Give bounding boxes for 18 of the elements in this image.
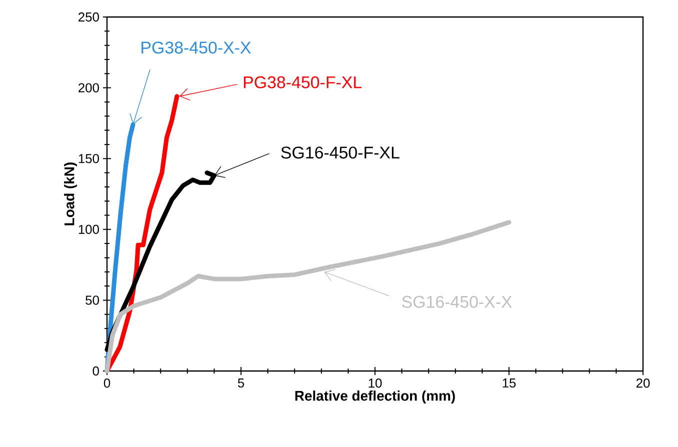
y-tick-label: 100 (78, 224, 99, 234)
x-tick-label: 20 (636, 378, 650, 388)
y-tick-label: 0 (92, 366, 99, 376)
x-tick-label: 0 (104, 378, 110, 388)
annotation: SG16-450-X-X (402, 296, 512, 308)
x-tick-label: 15 (502, 378, 516, 388)
line-series (104, 220, 512, 374)
x-tick-label: 10 (368, 378, 382, 388)
y-tick-label: 250 (78, 12, 99, 22)
x-axis-title: Relative deflection (mm) (295, 390, 455, 404)
annotation: PG38-450-F-XL (244, 76, 362, 88)
annotation: SG16-450-F-XL (281, 146, 400, 159)
y-tick-label: 150 (78, 154, 99, 164)
y-tick-label: 50 (86, 296, 99, 305)
y-tick-label: 200 (78, 83, 99, 92)
y-axis-title: Load (kN) (64, 162, 78, 226)
annotation: PG38-450-X-X (142, 42, 251, 54)
x-tick-label: 5 (238, 378, 244, 388)
